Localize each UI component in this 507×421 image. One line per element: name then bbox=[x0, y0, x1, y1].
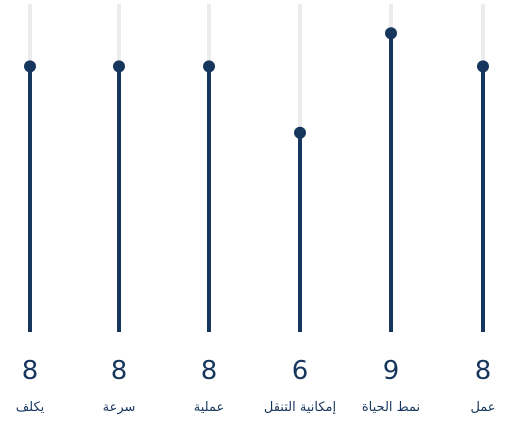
value-stems bbox=[28, 33, 485, 332]
dot-0 bbox=[24, 60, 36, 73]
value-label-0: 8 bbox=[22, 356, 39, 386]
category-labels: يكلف سرعة عملية إمكانية التنقل نمط الحياة عمل bbox=[16, 400, 496, 415]
background-tracks bbox=[28, 4, 485, 332]
category-label-5: عمل bbox=[470, 400, 495, 415]
dot-3 bbox=[294, 126, 306, 139]
dot-4 bbox=[385, 27, 397, 40]
category-label-3: إمكانية التنقل bbox=[264, 400, 336, 415]
dot-5 bbox=[477, 60, 489, 73]
value-label-3: 6 bbox=[292, 356, 309, 386]
category-label-4: نمط الحياة bbox=[362, 400, 420, 415]
value-label-2: 8 bbox=[201, 356, 218, 386]
category-label-2: عملية bbox=[194, 400, 224, 415]
value-dots bbox=[24, 27, 489, 139]
category-label-0: يكلف bbox=[16, 400, 45, 415]
value-label-4: 9 bbox=[383, 356, 400, 386]
dot-1 bbox=[113, 60, 125, 73]
value-label-5: 8 bbox=[475, 356, 492, 386]
value-label-1: 8 bbox=[111, 356, 128, 386]
value-labels: 8 8 8 6 9 8 bbox=[22, 356, 492, 386]
dot-2 bbox=[203, 60, 215, 73]
category-label-1: سرعة bbox=[103, 400, 136, 415]
